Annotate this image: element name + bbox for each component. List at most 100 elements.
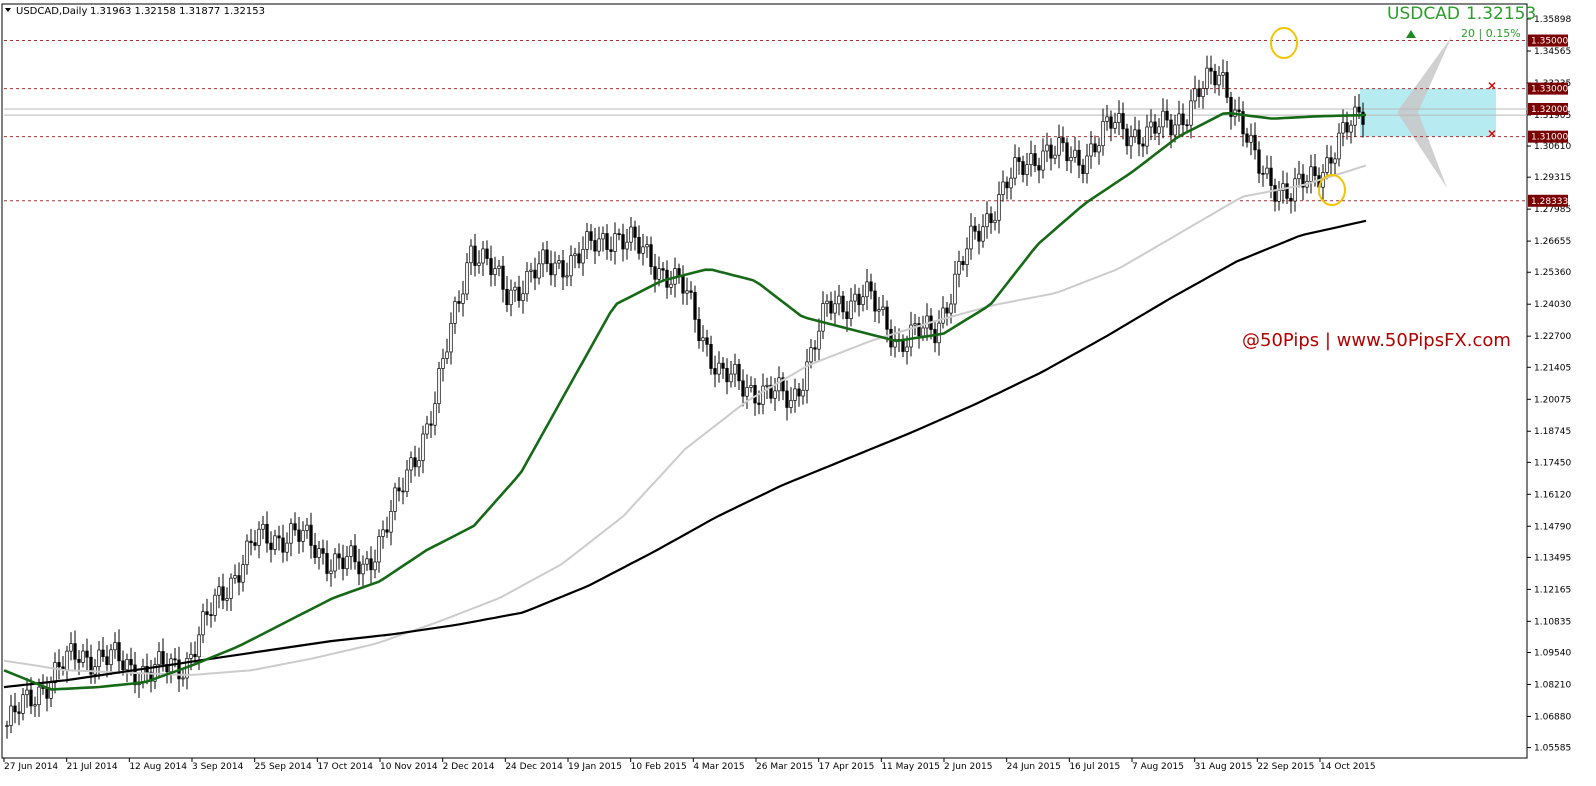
candle-body [801,389,805,397]
level-tag [1528,130,1568,143]
candle-body [1161,110,1165,128]
candle-body [553,262,557,276]
watermark-text: @50Pips | www.50PipsFX.com [1242,330,1511,351]
x-tick-label: 22 Sep 2015 [1257,762,1314,772]
candle-body [725,368,729,383]
x-tick-label: 27 Jun 2014 [4,762,58,772]
candle-body [337,553,341,559]
candle-body [1005,181,1009,189]
candle-body [857,293,861,305]
candle-body [1133,129,1137,138]
candle-body [1017,157,1021,162]
level-tag-label: 1.35000 [1531,37,1568,47]
candle-body [593,240,597,252]
candle-body [597,238,601,252]
candle-body [925,315,929,329]
candle-body [1293,178,1297,202]
candle-body [417,460,421,468]
candle-body [589,231,593,241]
x-tick-label: 25 Sep 2014 [255,762,312,772]
candle-body [813,347,817,350]
candle-body [437,368,441,404]
candle-body [433,403,437,426]
candle-body [425,423,429,435]
candle-body [669,283,673,288]
x-tick-label: 2 Dec 2014 [443,762,495,772]
candle-body [913,323,917,326]
candle-body [369,558,373,571]
candle-body [493,268,497,275]
candle-body [709,344,713,369]
y-tick-label: 1.17450 [1534,458,1571,468]
candle-body [1289,197,1293,202]
y-tick-label: 1.16120 [1534,490,1571,500]
y-tick-label: 1.14790 [1534,522,1571,532]
candle-body [1193,88,1197,102]
candle-body [273,535,277,550]
candle-body [1029,153,1033,165]
y-tick-label: 1.27985 [1534,205,1571,215]
candle-body [729,373,733,383]
x-tick-label: 10 Nov 2014 [380,762,438,772]
candle-body [1313,166,1317,176]
candle-body [545,249,549,264]
candle-body [489,258,493,275]
candle-body [129,659,133,666]
candle-body [1329,157,1333,164]
candle-body [401,490,405,493]
candle-body [305,524,309,531]
candle-body [637,236,641,254]
symbol-header: USDCAD,Daily [16,6,87,17]
candle-body [1129,136,1133,147]
candle-body [1221,72,1225,76]
candle-body [853,293,857,302]
candle-body [293,523,297,531]
candle-body [245,540,249,565]
candle-body [349,545,353,557]
level-tag [1528,102,1568,115]
candle-body [1037,165,1041,171]
candle-body [301,530,305,542]
candle-body [613,233,617,252]
candle-body [101,649,105,658]
candle-body [121,660,125,671]
candle-body [605,233,609,251]
candle-body [621,234,625,250]
candle-body [557,260,561,264]
candle-body [1357,106,1361,113]
candle-body [525,271,529,295]
candle-body [753,385,757,404]
header-menu-icon[interactable] [5,8,11,12]
candle-body [421,433,425,461]
candle-body [981,226,985,242]
candle-body [985,213,989,228]
candle-body [209,614,213,616]
quote-symbol: USDCAD [1387,4,1460,24]
x-tick-label: 7 Aug 2015 [1132,762,1184,772]
candle-body [257,528,261,546]
x-tick-label: 12 Aug 2014 [129,762,187,772]
candle-body [1197,88,1201,97]
candle-body [53,662,57,684]
candle-body [833,303,837,314]
candle-body [1301,173,1305,188]
x-tick-label: 24 Jun 2015 [1007,762,1061,772]
ma-slow-line [3,219,1367,689]
candle-body [529,269,533,272]
candle-body [1041,150,1045,171]
candle-body [269,542,273,550]
candle-body [21,694,25,714]
candle-body [957,261,961,275]
y-tick-label: 1.08210 [1534,680,1571,690]
candle-body [769,384,773,399]
candle-body [1013,157,1017,179]
candle-body [1333,158,1337,164]
candle-body [277,535,281,539]
candle-body [1025,164,1029,175]
candle-body [133,664,137,686]
bottom-marker-circle [1318,174,1346,206]
candle-body [325,553,329,574]
y-tick-label: 1.09540 [1534,648,1571,658]
candle-body [749,385,753,388]
